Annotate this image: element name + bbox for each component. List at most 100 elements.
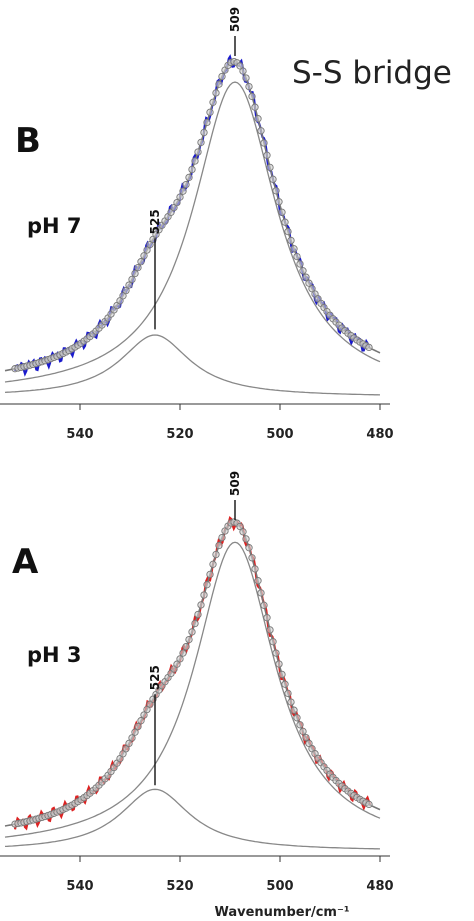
fit-point bbox=[281, 680, 289, 688]
fit-point bbox=[254, 577, 262, 585]
fit-point bbox=[215, 541, 223, 550]
fit-point bbox=[173, 660, 181, 668]
fit-point bbox=[308, 285, 316, 293]
fit-point bbox=[296, 721, 304, 729]
fit-point bbox=[191, 157, 199, 165]
fit-point bbox=[203, 118, 211, 127]
component-curve-525 bbox=[4, 788, 381, 850]
fit-point bbox=[281, 218, 289, 226]
x-tick-label-540: 540 bbox=[66, 427, 93, 442]
fit-point bbox=[272, 649, 280, 657]
fit-point bbox=[119, 292, 127, 300]
fit-point bbox=[188, 628, 196, 636]
fit-point bbox=[203, 581, 211, 589]
fit-point bbox=[266, 626, 274, 634]
fit-point bbox=[176, 655, 184, 663]
fit-point bbox=[200, 128, 208, 137]
fit-point bbox=[293, 252, 301, 261]
fit-point bbox=[182, 180, 190, 189]
panel-a: 540 520 500 480 525 509 ApH 3 Wavenumber/cm⁻¹ bbox=[0, 471, 394, 920]
fit-point bbox=[200, 591, 208, 599]
panel-b: 540 520 500 480 525 509 BpH 7 bbox=[0, 7, 394, 442]
fit-point bbox=[176, 193, 184, 201]
fit-point bbox=[125, 281, 133, 289]
fit-point bbox=[290, 245, 298, 253]
fit-point bbox=[128, 734, 136, 742]
fit-point bbox=[239, 67, 247, 75]
fit-point bbox=[302, 733, 310, 742]
fit-point bbox=[206, 108, 214, 116]
fit-point bbox=[365, 800, 373, 809]
fit-point bbox=[197, 601, 205, 609]
fit-point bbox=[206, 570, 214, 579]
x-tick-label-540: 540 bbox=[66, 879, 93, 894]
fit-point bbox=[272, 187, 280, 195]
fit-point bbox=[179, 649, 187, 657]
fit-point bbox=[128, 275, 136, 284]
fit-point bbox=[275, 660, 283, 668]
fit-point bbox=[284, 227, 292, 236]
fit-point bbox=[185, 635, 193, 644]
fit-point bbox=[269, 175, 277, 183]
fit-point bbox=[305, 739, 313, 748]
fit-point bbox=[122, 745, 130, 753]
panel-letter: B bbox=[15, 121, 41, 161]
fit-point bbox=[188, 165, 196, 174]
fit-point bbox=[242, 74, 250, 82]
fit-point bbox=[239, 528, 247, 536]
fit-point bbox=[293, 714, 301, 722]
peak-label-525: 525 bbox=[148, 665, 162, 690]
fit-point bbox=[125, 739, 133, 748]
fit-point bbox=[278, 208, 286, 216]
fit-point bbox=[194, 148, 202, 156]
fit-point bbox=[185, 173, 193, 182]
fit-point bbox=[275, 198, 283, 206]
fit-point bbox=[137, 717, 145, 725]
fit-point bbox=[287, 698, 295, 706]
component-curve-509 bbox=[4, 541, 381, 838]
fit-point bbox=[245, 544, 253, 552]
fit-point bbox=[251, 565, 259, 573]
fit-point bbox=[212, 89, 220, 97]
fit-point bbox=[131, 728, 139, 736]
fit-point bbox=[134, 722, 142, 731]
figure-title: S-S bridge bbox=[292, 55, 452, 91]
x-tick-label-480: 480 bbox=[366, 879, 393, 894]
peak-label-509: 509 bbox=[228, 471, 242, 496]
fit-point bbox=[257, 127, 265, 135]
fit-point bbox=[173, 198, 181, 207]
panel-letter: A bbox=[12, 542, 39, 582]
fit-point bbox=[269, 638, 277, 646]
fit-point bbox=[248, 92, 256, 101]
x-tick-label-520: 520 bbox=[166, 879, 193, 894]
fit-point bbox=[302, 273, 310, 281]
component-curve-509 bbox=[4, 81, 381, 383]
fit-point bbox=[212, 550, 220, 559]
fit-point bbox=[215, 80, 223, 88]
peak-label-509: 509 bbox=[228, 7, 242, 32]
ph-label: pH 7 bbox=[27, 214, 82, 238]
fit-point bbox=[290, 706, 298, 714]
fit-point bbox=[197, 138, 205, 147]
fit-point bbox=[122, 286, 130, 295]
fit-point bbox=[236, 522, 244, 531]
fit-point bbox=[278, 670, 286, 679]
fit-point bbox=[143, 246, 151, 254]
fit-point bbox=[260, 139, 268, 147]
fit-point bbox=[299, 727, 307, 736]
fit-point bbox=[245, 82, 253, 91]
fit-point bbox=[194, 610, 202, 619]
fit-point bbox=[218, 72, 226, 81]
fit-point bbox=[266, 163, 274, 172]
fit-point bbox=[284, 689, 292, 698]
fit-point bbox=[182, 643, 190, 651]
fit-point bbox=[179, 187, 187, 195]
component-curve-525 bbox=[4, 334, 381, 396]
peak-label-525: 525 bbox=[148, 209, 162, 234]
fit-point bbox=[218, 533, 226, 542]
fit-point bbox=[242, 535, 250, 543]
fit-point bbox=[134, 263, 142, 272]
fit-point bbox=[191, 619, 199, 628]
fit-point bbox=[287, 236, 295, 245]
